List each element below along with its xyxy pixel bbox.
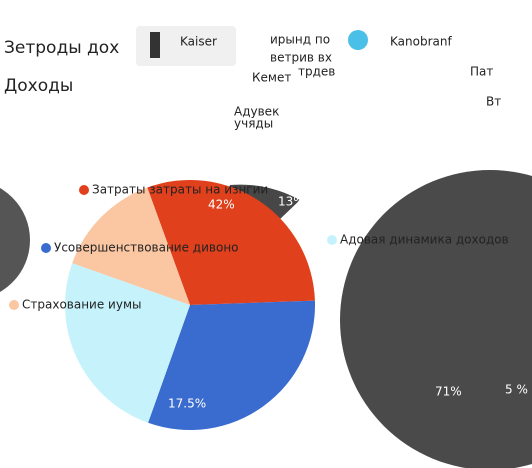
header-text: ветрив вх — [270, 51, 332, 65]
legend-label: Страхование иумы — [22, 298, 141, 312]
header-text: Kaiser — [180, 35, 217, 49]
pie-slice — [147, 180, 315, 305]
header-text: ирынд по — [270, 33, 330, 47]
pie-slice — [72, 187, 190, 305]
header-text: Адувек — [234, 105, 279, 119]
side-pie — [340, 170, 532, 468]
annotation: 17.5% — [168, 397, 206, 411]
header-text: Kanobranf — [390, 35, 452, 49]
pie-slice — [65, 263, 190, 423]
pie-slice — [148, 300, 316, 430]
legend-marker — [9, 300, 19, 310]
legend-label: Затраты затраты на изнгии — [92, 183, 268, 197]
header-text: Кемет — [252, 71, 291, 85]
annotation: 71% — [435, 385, 462, 399]
side-pie-left — [0, 188, 30, 292]
legend-marker — [327, 235, 337, 245]
logo-box — [136, 26, 236, 66]
logo-dot — [348, 30, 368, 50]
header-text: трдев — [298, 65, 335, 79]
header-text: Вт — [486, 95, 501, 109]
annotation: 5 % — [505, 383, 528, 397]
legend-label: Усовершенствование дивоно — [54, 241, 239, 255]
annotation: 42% — [208, 198, 235, 212]
logo-icon — [150, 32, 160, 58]
header-text: учяды — [234, 117, 273, 131]
annotation: 13% — [278, 195, 305, 209]
legend-marker — [79, 185, 89, 195]
legend-label: Адовая динамика доходов — [340, 233, 509, 247]
subtitle: Доходы — [4, 76, 73, 96]
header-text: Пат — [470, 65, 493, 79]
title: Зетроды дох — [4, 38, 119, 58]
legend-marker — [41, 243, 51, 253]
